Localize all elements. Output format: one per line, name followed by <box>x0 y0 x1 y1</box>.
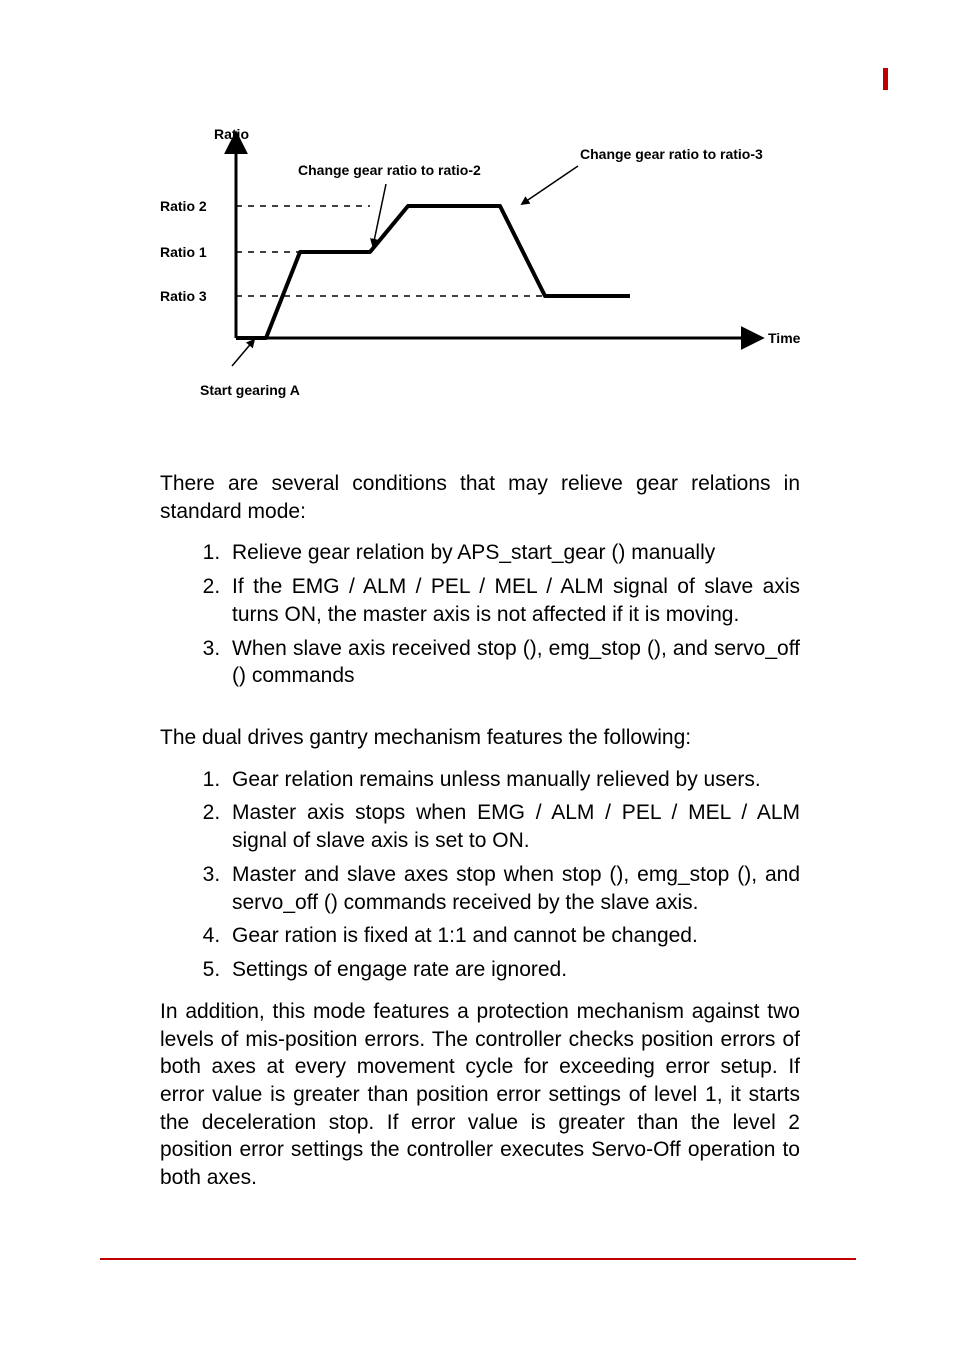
chart-arrow-start <box>232 340 254 366</box>
chart-arrow-ratio3 <box>522 166 578 204</box>
list-item: Gear ration is fixed at 1:1 and cannot b… <box>226 922 800 950</box>
protection-paragraph: In addition, this mode features a protec… <box>160 998 800 1192</box>
gear-ratio-chart: Ratio Ratio 2 Ratio 1 Ratio 3 Time Chang… <box>160 120 840 410</box>
chart-svg <box>160 120 840 410</box>
list-item: Master and slave axes stop when stop (),… <box>226 861 800 916</box>
conditions-list: Relieve gear relation by APS_start_gear … <box>160 539 800 690</box>
list-item: Settings of engage rate are ignored. <box>226 956 800 984</box>
features-list: Gear relation remains unless manually re… <box>160 766 800 984</box>
list-item: When slave axis received stop (), emg_st… <box>226 635 800 690</box>
list-item: If the EMG / ALM / PEL / MEL / ALM signa… <box>226 573 800 628</box>
list-item: Relieve gear relation by APS_start_gear … <box>226 539 800 567</box>
footer-rule <box>100 1258 856 1260</box>
intro-paragraph-1: There are several conditions that may re… <box>160 470 800 525</box>
page-body: There are several conditions that may re… <box>160 470 800 1206</box>
list-item: Gear relation remains unless manually re… <box>226 766 800 794</box>
header-accent-mark <box>883 68 888 90</box>
intro-paragraph-2: The dual drives gantry mechanism feature… <box>160 724 800 752</box>
list-item: Master axis stops when EMG / ALM / PEL /… <box>226 799 800 854</box>
chart-series-line <box>236 206 630 338</box>
